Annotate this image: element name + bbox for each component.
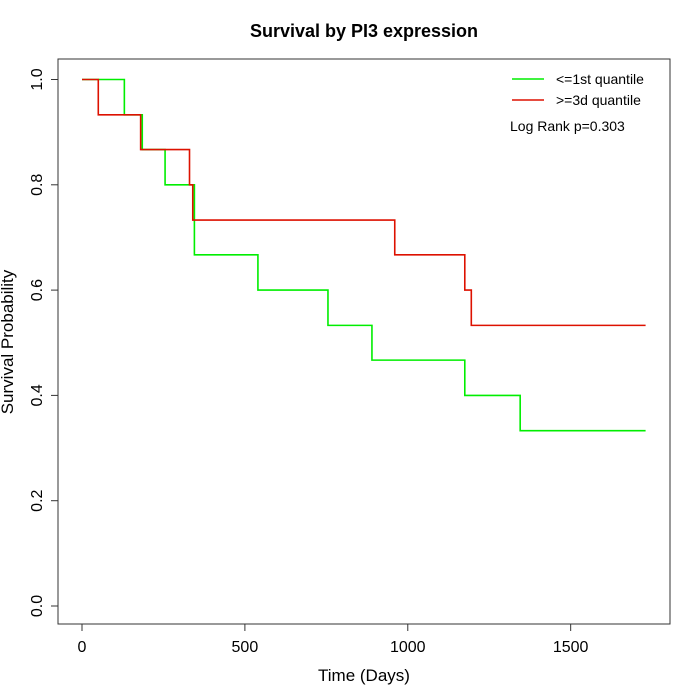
log-rank-annotation: Log Rank p=0.303	[510, 118, 625, 134]
series-layer	[82, 78, 646, 432]
y-tick-label: 1.0	[29, 68, 46, 90]
legend-label-high: >=3d quantile	[556, 92, 641, 108]
x-axis-label: Time (Days)	[318, 666, 410, 685]
series-line-high	[82, 78, 646, 327]
series-line-low	[82, 78, 646, 432]
legend-label-low: <=1st quantile	[556, 71, 644, 87]
y-axis-label: Survival Probability	[0, 269, 17, 414]
legend: <=1st quantile >=3d quantile	[512, 71, 644, 108]
y-tick-label: 0.0	[29, 595, 46, 617]
x-axis: 0 500 1000 1500	[78, 623, 589, 656]
x-tick-label: 1500	[553, 639, 589, 656]
x-tick-label: 1000	[390, 639, 426, 656]
y-tick-label: 0.4	[29, 384, 46, 406]
y-tick-label: 0.2	[29, 489, 46, 511]
x-tick-label: 0	[78, 639, 87, 656]
y-axis: 0.0 0.2 0.4 0.6 0.8 1.0	[29, 68, 59, 617]
chart-title: Survival by PI3 expression	[250, 21, 478, 41]
y-tick-label: 0.8	[29, 174, 46, 196]
x-tick-label: 500	[232, 639, 259, 656]
y-tick-label: 0.6	[29, 279, 46, 301]
